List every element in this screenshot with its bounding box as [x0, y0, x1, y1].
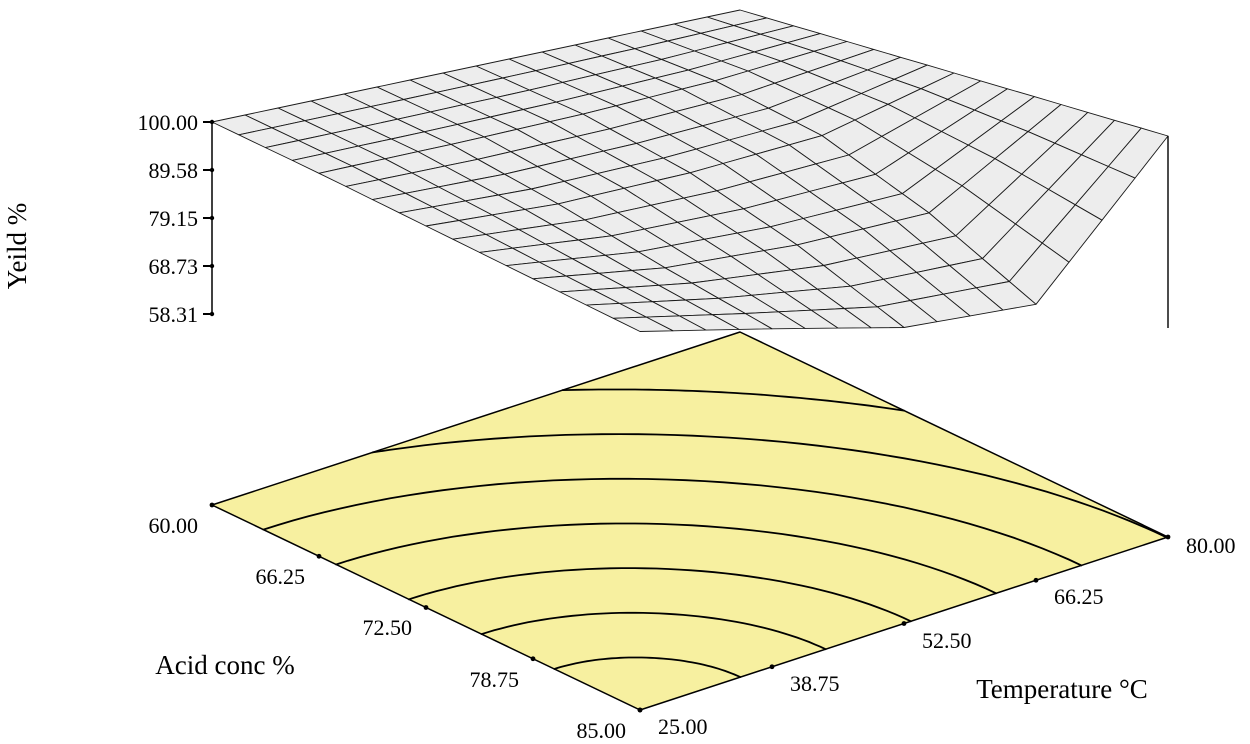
mesh-cell [612, 316, 674, 332]
y-tick-label-3875: 38.75 [790, 671, 840, 696]
y-tick-label-6625: 66.25 [1054, 584, 1104, 609]
x-axis-tick-dot-4 [637, 707, 643, 713]
y-axis-tick-dot-1 [769, 664, 775, 670]
z-axis-tick-dot-1 [209, 167, 215, 173]
z-axis-tick-labels: 100.00 89.58 79.15 68.73 58.31 [138, 110, 199, 327]
y-axis-tick-labels: 25.00 38.75 52.50 66.25 80.00 [658, 533, 1236, 739]
z-axis-tick-dot-4 [209, 311, 215, 317]
z-tick-label-100: 100.00 [138, 110, 199, 135]
floor-contour-line-6 [561, 388, 905, 412]
floor-contour-line-4 [262, 477, 1083, 567]
x-axis-tick-dot-1 [316, 553, 322, 559]
x-tick-label-85: 85.00 [577, 718, 627, 743]
y-tick-label-25: 25.00 [658, 714, 708, 739]
y-tick-label-5250: 52.50 [922, 628, 972, 653]
z-axis-title: Yeild % [2, 203, 32, 290]
z-tick-label-7915: 79.15 [149, 206, 199, 231]
contour-floor [211, 331, 1169, 711]
contour-floor-layer [211, 331, 1169, 711]
floor-contour-line-1 [480, 611, 827, 651]
z-axis-tick-dot-3 [209, 263, 215, 269]
x-axis-title: Acid conc % [155, 650, 294, 680]
y-axis-tick-dot-4 [1165, 534, 1171, 540]
floor-contour-line-0 [553, 656, 742, 678]
y-axis-tick-dot-2 [901, 621, 907, 626]
x-axis-tick-labels: 60.00 66.25 72.50 78.75 85.00 [149, 513, 627, 743]
axis-lines-layer [203, 119, 1171, 713]
x-axis-tick-dot-2 [423, 605, 429, 610]
x-axis-tick-dot-3 [530, 656, 536, 662]
z-tick-label-5831: 58.31 [149, 302, 199, 327]
z-axis-tick-dot-2 [209, 215, 215, 221]
y-axis-title: Temperature °C [976, 674, 1148, 704]
y-axis-tick-dot-3 [1033, 577, 1039, 583]
z-axis-tick-dot-0 [209, 119, 215, 125]
x-tick-label-60: 60.00 [149, 513, 199, 538]
x-tick-label-6625: 66.25 [256, 564, 306, 589]
y-tick-label-80: 80.00 [1186, 533, 1236, 558]
floor-contour-line-3 [335, 522, 997, 595]
z-tick-label-8958: 89.58 [149, 158, 199, 183]
x-tick-label-7250: 72.50 [363, 615, 413, 640]
floor-contour-line-5 [371, 433, 1168, 539]
floor-contour-line-2 [407, 567, 912, 623]
axis-titles: Yeild % Acid conc % Temperature °C [2, 203, 1148, 704]
surface-mesh-layer [211, 9, 1169, 332]
z-tick-label-6873: 68.73 [149, 254, 199, 279]
x-axis-tick-dot-0 [209, 502, 215, 508]
x-tick-label-7875: 78.75 [470, 667, 520, 692]
